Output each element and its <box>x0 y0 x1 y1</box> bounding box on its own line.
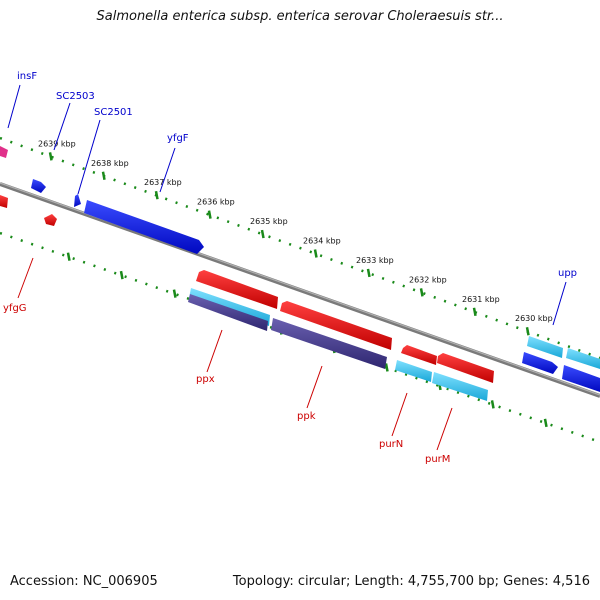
tick-label: 2635 kbp <box>250 217 288 226</box>
tick-mark <box>154 190 159 200</box>
gene-label-yfgF[interactable]: yfgF <box>167 133 189 144</box>
tick-label: 2630 kbp <box>515 314 553 323</box>
leader-upp <box>552 281 567 326</box>
gene-label-purM[interactable]: purM <box>425 454 450 465</box>
tick-mark <box>48 152 53 161</box>
leader-ppx <box>206 329 223 373</box>
gene-labels: insF SC2503 SC2501 yfgF upp yfgG ppx ppk… <box>3 71 577 465</box>
accession-label: Accession: NC_006905 <box>10 574 158 589</box>
gene-label-SC2503[interactable]: SC2503 <box>56 91 95 102</box>
gene-feature[interactable] <box>432 372 488 401</box>
genome-summary: Topology: circular; Length: 4,755,700 bp… <box>232 574 590 589</box>
gene-feature[interactable] <box>0 195 8 208</box>
backbone <box>0 182 600 398</box>
gene-insF-feature[interactable] <box>0 146 8 158</box>
tick-mark <box>66 252 71 261</box>
leader-insF <box>7 84 21 129</box>
leader-yfgF <box>159 147 176 193</box>
tick-label: 2632 kbp <box>409 275 447 284</box>
forward-genes <box>0 146 600 392</box>
gene-label-insF[interactable]: insF <box>17 71 37 82</box>
tick-mark <box>543 418 548 428</box>
gene-label-upp[interactable]: upp <box>558 268 577 279</box>
reverse-tick-ring <box>0 231 600 444</box>
gene-yfgG-feature[interactable] <box>44 214 57 226</box>
leader-SC2503 <box>53 102 71 151</box>
map-title: Salmonella enterica subsp. enterica sero… <box>96 9 504 24</box>
tick-label: 2639 kbp <box>38 139 76 148</box>
tick-mark <box>366 268 371 278</box>
leader-purN <box>391 392 408 437</box>
leader-SC2501 <box>77 119 101 195</box>
leader-ppk <box>306 365 323 409</box>
tick-mark <box>490 400 495 409</box>
gene-label-yfgG[interactable]: yfgG <box>3 303 27 314</box>
gene-SC2501-feature[interactable] <box>74 194 81 207</box>
tick-label: 2636 kbp <box>197 198 235 207</box>
gene-feature[interactable] <box>188 294 268 331</box>
leader-yfgG <box>17 257 34 299</box>
tick-mark <box>313 249 318 258</box>
gene-feature[interactable] <box>566 348 600 369</box>
gene-upp-feature[interactable] <box>522 352 558 374</box>
gene-feature[interactable] <box>527 336 563 358</box>
light-blue-genes <box>189 288 600 401</box>
gene-label-SC2501[interactable]: SC2501 <box>94 107 133 118</box>
tick-label: 2633 kbp <box>356 256 394 265</box>
gene-feature[interactable] <box>271 318 387 369</box>
gene-feature[interactable] <box>395 360 432 382</box>
gene-ppk-feature[interactable] <box>280 301 392 350</box>
gene-label-ppx[interactable]: ppx <box>196 374 215 385</box>
tick-mark <box>101 171 106 180</box>
tick-label: 2634 kbp <box>303 237 341 246</box>
tick-mark <box>207 210 212 219</box>
tick-mark <box>472 307 477 317</box>
gene-yfgF-feature[interactable] <box>84 200 204 254</box>
label-leaders <box>7 84 567 451</box>
reverse-genes <box>0 195 494 383</box>
gene-label-ppk[interactable]: ppk <box>297 411 316 422</box>
gene-feature[interactable] <box>562 365 600 392</box>
purple-genes <box>188 294 387 369</box>
tick-mark <box>384 363 389 372</box>
gene-ppx-feature[interactable] <box>196 270 278 309</box>
tick-mark <box>419 288 424 297</box>
gene-feature[interactable] <box>31 179 46 193</box>
gene-purM-feature[interactable] <box>437 353 494 383</box>
forward-tick-ring <box>0 136 600 360</box>
tick-label: 2638 kbp <box>91 159 129 168</box>
gene-purN-feature[interactable] <box>401 345 437 365</box>
tick-mark <box>260 229 265 239</box>
major-ticks <box>48 152 530 336</box>
tick-mark <box>525 327 530 336</box>
tick-label: 2631 kbp <box>462 295 500 304</box>
gene-label-purN[interactable]: purN <box>379 439 403 450</box>
tick-mark <box>119 270 124 280</box>
leader-purM <box>436 407 453 451</box>
tick-mark <box>172 289 177 298</box>
